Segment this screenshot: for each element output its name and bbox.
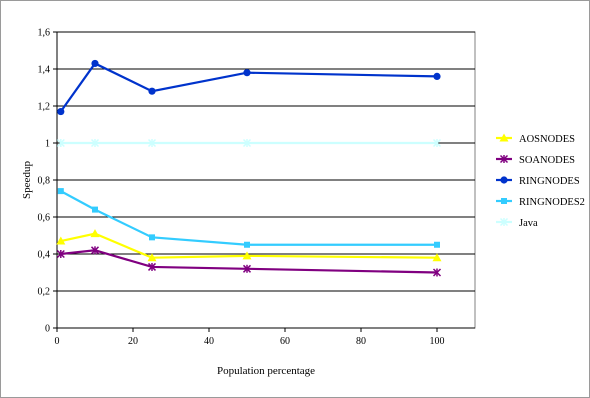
data-point (148, 87, 156, 95)
y-tick-label: 0,8 (38, 176, 51, 187)
y-tick-label: 0 (45, 324, 50, 335)
x-tick-label: 40 (204, 336, 214, 347)
data-point (90, 229, 100, 238)
y-tick-label: 1,4 (38, 65, 51, 76)
legend-item: AOSNODES (496, 133, 575, 145)
data-point (147, 253, 157, 262)
legend-label: AOSNODES (519, 134, 575, 145)
y-tick-label: 0,6 (38, 213, 51, 224)
legend-item: RINGNODES2 (496, 197, 585, 208)
legend-label: SOANODES (519, 155, 575, 166)
data-point (91, 59, 99, 68)
y-tick-label: 1 (45, 139, 50, 150)
data-point (433, 72, 441, 80)
legend-marker (499, 217, 509, 227)
series-soanodes (56, 246, 442, 277)
data-point (57, 107, 65, 116)
data-point (432, 138, 442, 148)
y-tick-label: 0,4 (38, 250, 51, 261)
series-aosnodes (56, 229, 442, 262)
data-point (56, 249, 65, 259)
legend-marker (501, 198, 507, 204)
x-tick-label: 20 (128, 336, 138, 347)
data-point (90, 246, 100, 255)
data-point (56, 236, 66, 245)
data-point (434, 241, 440, 248)
data-point (147, 262, 157, 271)
series-java (56, 138, 442, 148)
data-point (243, 69, 251, 77)
x-tick-label: 80 (356, 336, 366, 347)
data-point (90, 138, 100, 148)
y-axis-label: Speedup (21, 161, 33, 199)
legend-label: RINGNODES2 (519, 197, 585, 208)
x-tick-label: 60 (280, 336, 290, 347)
y-tick-label: 1,6 (38, 28, 51, 39)
data-point (92, 206, 98, 213)
series-ringnodes2 (57, 188, 440, 248)
data-point (147, 138, 157, 148)
legend-item: Java (496, 217, 538, 229)
legend-item: SOANODES (496, 154, 575, 166)
y-tick-label: 0,2 (38, 287, 51, 298)
legend-label: RINGNODES (519, 176, 580, 187)
x-tick-label: 0 (55, 336, 60, 347)
data-point (242, 264, 252, 273)
data-point (244, 241, 250, 248)
data-point (432, 253, 442, 262)
legend-marker (499, 133, 509, 142)
data-point (242, 251, 252, 260)
y-tick-label: 1,2 (38, 102, 51, 113)
x-axis-label: Population percentage (217, 365, 315, 377)
data-point (149, 234, 155, 241)
legend-item: RINGNODES (496, 176, 580, 187)
legend-label: Java (519, 218, 538, 229)
x-tick-label: 100 (430, 336, 445, 347)
legend-marker (500, 176, 508, 184)
series-ringnodes (57, 59, 441, 116)
legend-marker (499, 154, 509, 164)
data-point (432, 268, 442, 277)
data-point (242, 138, 252, 148)
data-point (56, 138, 65, 148)
data-point (57, 188, 64, 195)
